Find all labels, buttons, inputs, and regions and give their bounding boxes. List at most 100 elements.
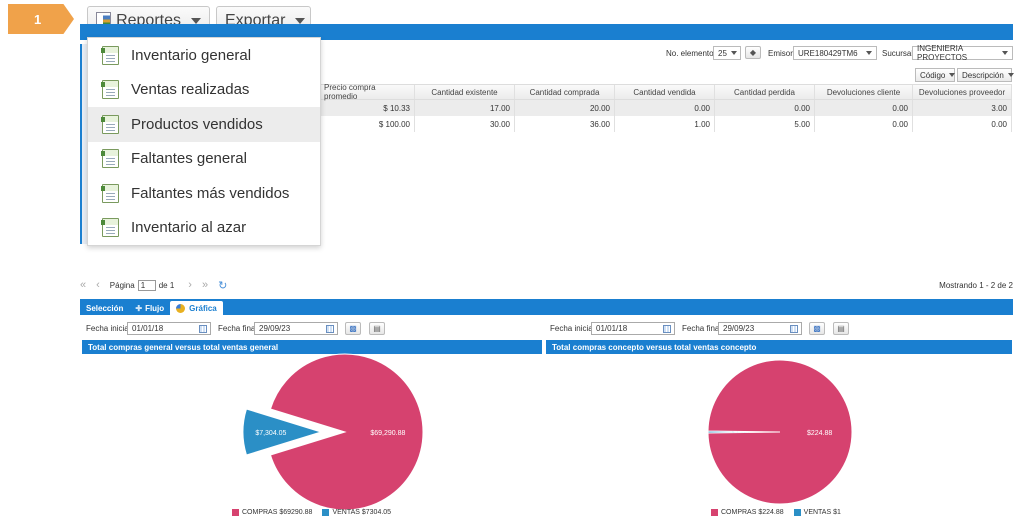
fecha-final-label: Fecha final bbox=[218, 324, 258, 333]
pie-chart-general: $7,304.05 $69,290.88 bbox=[242, 353, 424, 511]
column-header[interactable]: Cantidad comprada bbox=[515, 85, 615, 99]
legend-swatch-ventas bbox=[793, 509, 801, 516]
calendar-icon[interactable] bbox=[663, 324, 671, 333]
column-header[interactable]: Cantidad perdida bbox=[715, 85, 815, 99]
emisor-value: URE180429TM6 bbox=[798, 48, 858, 58]
calendar-icon[interactable] bbox=[199, 324, 207, 333]
sucursal-value: INGENIERIA PROYECTOS bbox=[917, 44, 968, 62]
flow-icon: ✚ bbox=[135, 303, 143, 313]
table-cell: $ 100.00 bbox=[320, 116, 415, 132]
emisor-select[interactable]: URE180429TM6 bbox=[793, 46, 877, 60]
fecha-inicial-input[interactable]: 01/01/18 bbox=[591, 322, 675, 335]
chart-2-title-text: Total compras concepto versus total vent… bbox=[552, 342, 757, 352]
table-row[interactable]: $ 10.33 17.00 20.00 0.00 0.00 0.00 3.00 bbox=[320, 100, 1012, 116]
menu-item-label: Inventario general bbox=[131, 46, 252, 64]
codigo-column-button[interactable]: Código bbox=[915, 68, 956, 82]
tab-label: Selección bbox=[86, 303, 124, 313]
menu-item-label: Productos vendidos bbox=[131, 115, 263, 133]
menu-item-faltantes-mas-vendidos[interactable]: Faltantes más vendidos bbox=[88, 176, 320, 211]
pie-chart-concepto: $1.00$224.88 bbox=[707, 359, 853, 505]
menu-item-ventas-realizadas[interactable]: Ventas realizadas bbox=[88, 73, 320, 108]
table-cell: 0.00 bbox=[815, 100, 913, 116]
sucursal-label: Sucursal bbox=[882, 49, 914, 58]
tab-flujo[interactable]: ✚ Flujo bbox=[129, 301, 170, 315]
calendar-icon[interactable] bbox=[790, 324, 798, 333]
last-page-icon[interactable]: » bbox=[201, 279, 209, 291]
chevron-down-icon bbox=[295, 18, 306, 24]
spreadsheet-icon bbox=[101, 45, 119, 65]
pie-slice-label: $7,304.05 bbox=[255, 430, 286, 437]
tab-seleccion[interactable]: Selección bbox=[80, 301, 129, 315]
table-cell: 0.00 bbox=[715, 100, 815, 116]
fecha-final-input[interactable]: 29/09/23 bbox=[254, 322, 338, 335]
legend-label: VENTAS $7304.05 bbox=[332, 509, 392, 516]
table-cell: 36.00 bbox=[515, 116, 615, 132]
table-header-row: Precio compra promedio Cantidad existent… bbox=[320, 83, 1012, 101]
pie-chart-icon bbox=[176, 303, 186, 313]
refresh-icon: ▩ bbox=[813, 324, 821, 333]
column-header[interactable]: Cantidad existente bbox=[415, 85, 515, 99]
pie-slice-compras[interactable] bbox=[707, 359, 853, 505]
table-cell: 0.00 bbox=[615, 100, 715, 116]
printer-icon: ▤ bbox=[373, 324, 381, 333]
refresh-chart-button[interactable]: ▩ bbox=[809, 322, 825, 335]
inventory-table: Precio compra promedio Cantidad existent… bbox=[320, 83, 1012, 132]
codigo-label: Código bbox=[920, 70, 946, 80]
fecha-final-value: 29/09/23 bbox=[259, 324, 291, 333]
table-cell: 0.00 bbox=[815, 116, 913, 132]
chevron-down-icon bbox=[191, 18, 201, 24]
fecha-inicial-input[interactable]: 01/01/18 bbox=[127, 322, 211, 335]
fecha-inicial-value: 01/01/18 bbox=[132, 324, 164, 333]
table-cell: 30.00 bbox=[415, 116, 515, 132]
print-button[interactable]: ▤ bbox=[369, 322, 385, 335]
prev-page-icon[interactable]: ‹ bbox=[96, 279, 100, 291]
table-cell: 1.00 bbox=[615, 116, 715, 132]
descripcion-column-button[interactable]: Descripción bbox=[957, 68, 1014, 82]
calendar-icon[interactable] bbox=[326, 324, 334, 333]
tab-grafica[interactable]: Gráfica bbox=[170, 301, 223, 315]
first-page-icon[interactable]: « bbox=[80, 279, 87, 291]
column-header[interactable]: Precio compra promedio bbox=[320, 83, 415, 101]
grid-left-edge bbox=[80, 44, 88, 244]
chevron-down-icon bbox=[949, 73, 956, 77]
column-header[interactable]: Devoluciones proveedor bbox=[913, 85, 1012, 99]
refresh-icon: ▩ bbox=[349, 324, 357, 333]
tab-label: Gráfica bbox=[189, 303, 217, 313]
column-header[interactable]: Devoluciones cliente bbox=[815, 85, 913, 99]
menu-item-productos-vendidos[interactable]: Productos vendidos bbox=[88, 107, 320, 142]
menu-item-inventario-general[interactable]: Inventario general bbox=[88, 38, 320, 73]
refresh-chart-button[interactable]: ▩ bbox=[345, 322, 361, 335]
fecha-final-label: Fecha final bbox=[682, 324, 722, 333]
menu-item-label: Ventas realizadas bbox=[131, 81, 250, 99]
menu-item-faltantes-general[interactable]: Faltantes general bbox=[88, 142, 320, 177]
pie-slice-ventas[interactable] bbox=[242, 408, 323, 456]
print-button[interactable]: ▤ bbox=[833, 322, 849, 335]
tab-label: Flujo bbox=[145, 303, 165, 313]
next-page-icon[interactable]: › bbox=[188, 279, 192, 291]
showing-count: Mostrando 1 - 2 de 2 bbox=[939, 280, 1013, 290]
legend-swatch-compras bbox=[711, 509, 718, 516]
table-cell: 5.00 bbox=[715, 116, 815, 132]
table-cell: 20.00 bbox=[515, 100, 615, 116]
emisor-label: Emisor bbox=[768, 49, 793, 58]
pie-slice-compras[interactable] bbox=[269, 353, 424, 511]
legend-swatch-compras bbox=[232, 509, 239, 516]
chart-1-legend: COMPRAS $69290.88 VENTAS $7304.05 bbox=[232, 509, 391, 516]
sucursal-select[interactable]: INGENIERIA PROYECTOS bbox=[912, 44, 1013, 62]
legend-label: COMPRAS $224.88 bbox=[721, 509, 784, 516]
spreadsheet-icon bbox=[101, 218, 119, 238]
column-header[interactable]: Cantidad vendida bbox=[615, 85, 715, 99]
table-row[interactable]: $ 100.00 30.00 36.00 1.00 5.00 0.00 0.00 bbox=[320, 116, 1012, 132]
fecha-inicial-value: 01/01/18 bbox=[596, 324, 628, 333]
spreadsheet-icon bbox=[101, 149, 119, 169]
fecha-inicial-label: Fecha inicial bbox=[86, 324, 131, 333]
no-elementos-select[interactable]: 25 bbox=[713, 46, 741, 60]
chevron-down-icon bbox=[866, 51, 872, 55]
refresh-icon[interactable]: ↻ bbox=[218, 279, 228, 292]
page-input[interactable]: 1 bbox=[137, 279, 156, 291]
fecha-final-input[interactable]: 29/09/23 bbox=[718, 322, 802, 335]
spreadsheet-icon bbox=[101, 114, 119, 134]
eraser-button[interactable]: ◆ bbox=[745, 46, 761, 59]
menu-item-inventario-al-azar[interactable]: Inventario al azar bbox=[88, 211, 320, 246]
chevron-down-icon bbox=[1002, 51, 1008, 55]
